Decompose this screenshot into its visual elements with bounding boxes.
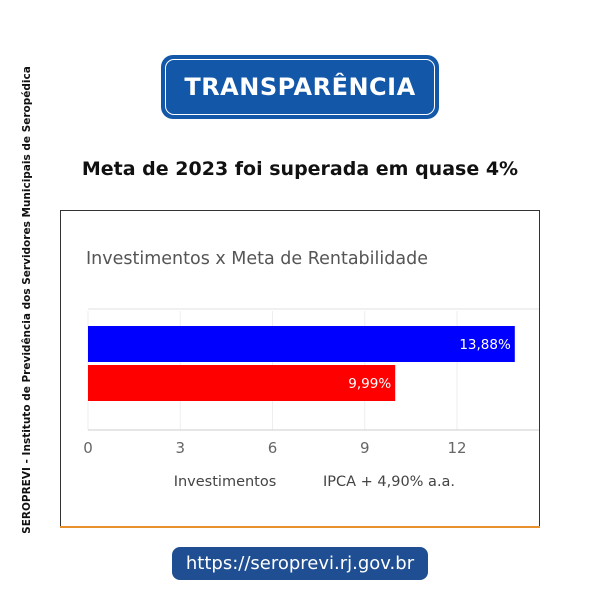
bar-chart: Investimentos x Meta de Rentabilidade 13…: [83, 249, 539, 490]
side-institution-label: SEROPREVI - Instituto de Previdência dos…: [21, 66, 33, 534]
legend-item: IPCA + 4,90% a.a.: [323, 474, 455, 490]
bar-value-label: 9,99%: [348, 376, 391, 392]
x-tick-label: 3: [175, 439, 185, 457]
x-tick-label: 6: [268, 439, 278, 457]
website-link[interactable]: https://seroprevi.rj.gov.br: [172, 547, 428, 580]
x-tick-label: 9: [360, 439, 370, 457]
chart-bottom-accent: [60, 526, 540, 528]
legend-item: Investimentos: [174, 474, 277, 490]
bar-ipca-meta: [88, 365, 396, 401]
chart-frame: Investimentos x Meta de Rentabilidade 13…: [60, 210, 540, 528]
bar-investimentos: [88, 326, 515, 362]
bar-value-label: 13,88%: [459, 337, 511, 353]
headline: Meta de 2023 foi superada em quase 4%: [81, 158, 519, 180]
x-tick-label: 12: [447, 439, 466, 457]
transparency-badge: TRANSPARÊNCIA: [161, 55, 439, 119]
x-tick-label: 0: [83, 439, 93, 457]
badge-label: TRANSPARÊNCIA: [165, 59, 435, 115]
chart-title: Investimentos x Meta de Rentabilidade: [86, 249, 428, 269]
